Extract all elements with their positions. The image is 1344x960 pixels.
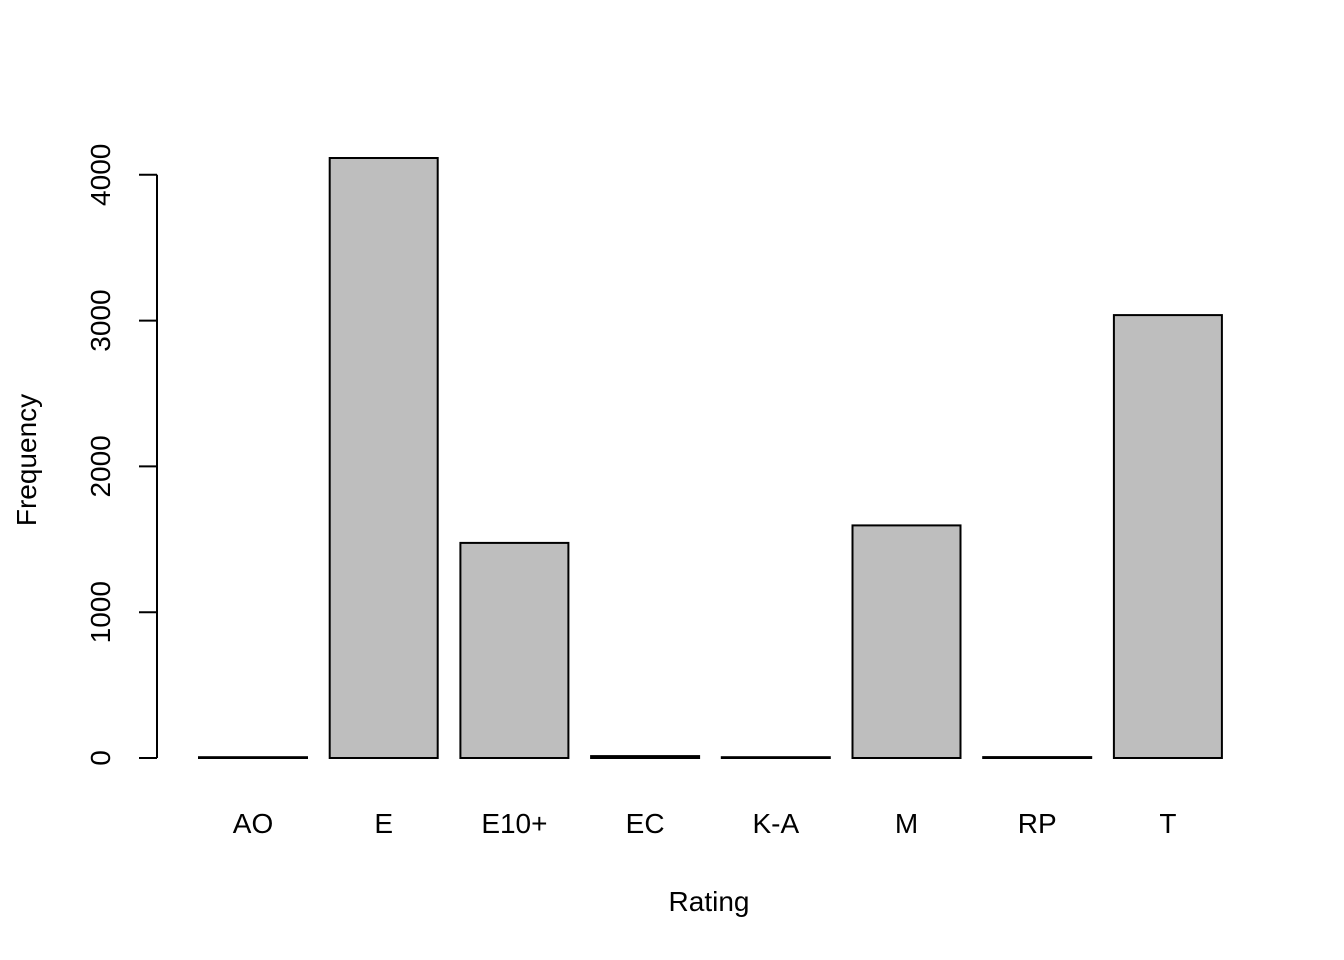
y-tick-label: 4000 bbox=[85, 144, 116, 206]
x-category-label: E10+ bbox=[481, 808, 547, 839]
y-tick-label: 3000 bbox=[85, 289, 116, 351]
bar-m bbox=[851, 524, 962, 760]
bar-e10- bbox=[459, 541, 570, 760]
bar-rp bbox=[982, 756, 1093, 759]
bar-k-a bbox=[720, 756, 831, 760]
bar-ao bbox=[198, 756, 308, 760]
x-axis-label: Rating bbox=[669, 886, 750, 917]
x-category-label: M bbox=[895, 808, 918, 839]
x-axis-categories: AO E E10+ EC K-A M RP T bbox=[233, 808, 1177, 839]
y-axis: 0 1000 2000 3000 4000 bbox=[85, 144, 158, 766]
bar-ec bbox=[590, 755, 701, 759]
y-axis-label: Frequency bbox=[11, 394, 42, 526]
x-category-label: K-A bbox=[752, 808, 799, 839]
bar-e bbox=[328, 157, 439, 759]
x-category-label: E bbox=[374, 808, 393, 839]
bar-t bbox=[1112, 314, 1223, 759]
x-category-label: EC bbox=[626, 808, 665, 839]
y-tick-label: 0 bbox=[85, 750, 116, 766]
bars-group bbox=[198, 157, 1223, 760]
x-category-label: AO bbox=[233, 808, 273, 839]
y-tick-label: 1000 bbox=[85, 581, 116, 643]
x-category-label: T bbox=[1159, 808, 1176, 839]
x-category-label: RP bbox=[1018, 808, 1057, 839]
y-tick-label: 2000 bbox=[85, 435, 116, 497]
